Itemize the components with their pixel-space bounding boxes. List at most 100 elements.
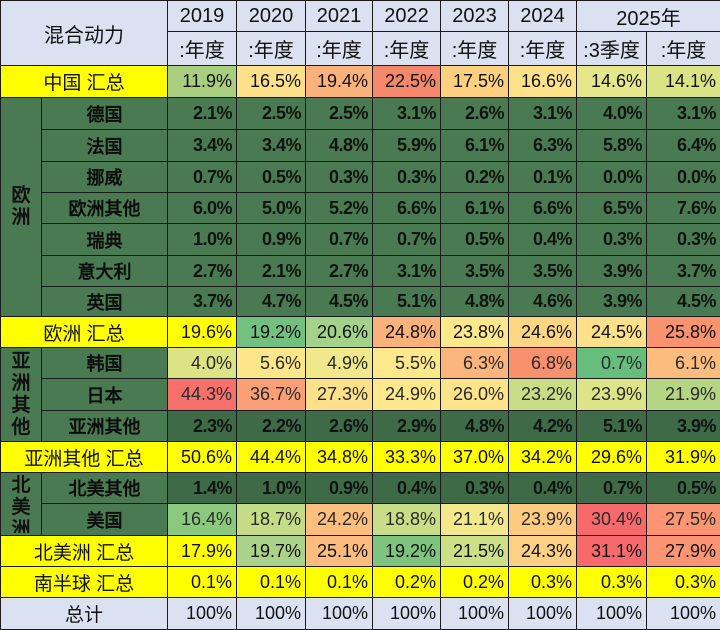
table-title: 混合动力 xyxy=(1,1,168,66)
value-cell: 24.3% xyxy=(509,536,577,567)
value-cell: 44.3% xyxy=(168,379,237,411)
value-cell: 14.6% xyxy=(577,66,647,98)
value-cell: 16.4% xyxy=(168,504,237,536)
country-label: 意大利 xyxy=(42,256,168,287)
year-header: 2023 xyxy=(441,1,509,32)
value-cell: 19.7% xyxy=(237,536,306,567)
value-cell: 2.9% xyxy=(373,411,441,442)
value-cell: 3.1% xyxy=(373,256,441,287)
region-label: 亚洲其他 xyxy=(1,348,42,442)
value-cell: 18.7% xyxy=(237,504,306,536)
year-header: 2025年 xyxy=(577,1,720,32)
value-cell: 7.6% xyxy=(647,193,720,224)
value-cell: 0.7% xyxy=(373,224,441,256)
value-cell: 4.6% xyxy=(509,287,577,317)
period-header: :年度 xyxy=(168,32,237,66)
value-cell: 3.1% xyxy=(647,98,720,130)
value-cell: 19.4% xyxy=(306,66,373,98)
period-header: :年度 xyxy=(441,32,509,66)
value-cell: 2.1% xyxy=(237,256,306,287)
row-label: 南半球 汇总 xyxy=(1,567,168,598)
value-cell: 2.6% xyxy=(306,411,373,442)
value-cell: 23.9% xyxy=(577,379,647,411)
value-cell: 27.9% xyxy=(647,536,720,567)
value-cell: 0.4% xyxy=(509,224,577,256)
value-cell: 23.8% xyxy=(441,317,509,348)
value-cell: 5.2% xyxy=(306,193,373,224)
value-cell: 6.3% xyxy=(441,348,509,379)
value-cell: 6.1% xyxy=(647,348,720,379)
period-header: :年度 xyxy=(237,32,306,66)
value-cell: 2.5% xyxy=(306,98,373,130)
value-cell: 21.5% xyxy=(441,536,509,567)
value-cell: 18.8% xyxy=(373,504,441,536)
value-cell: 2.1% xyxy=(168,98,237,130)
value-cell: 24.8% xyxy=(373,317,441,348)
row-label: 欧洲 汇总 xyxy=(1,317,168,348)
value-cell: 0.3% xyxy=(577,567,647,598)
region-label: 欧洲 xyxy=(1,98,42,317)
value-cell: 29.6% xyxy=(577,442,647,473)
value-cell: 11.9% xyxy=(168,66,237,98)
value-cell: 0.3% xyxy=(373,162,441,193)
value-cell: 27.5% xyxy=(647,504,720,536)
value-cell: 4.8% xyxy=(306,130,373,162)
value-cell: 4.5% xyxy=(647,287,720,317)
value-cell: 26.0% xyxy=(441,379,509,411)
value-cell: 100% xyxy=(441,598,509,630)
value-cell: 36.7% xyxy=(237,379,306,411)
value-cell: 100% xyxy=(373,598,441,630)
value-cell: 34.2% xyxy=(509,442,577,473)
value-cell: 3.4% xyxy=(237,130,306,162)
country-label: 挪威 xyxy=(42,162,168,193)
value-cell: 23.9% xyxy=(509,504,577,536)
value-cell: 3.5% xyxy=(441,256,509,287)
value-cell: 4.5% xyxy=(306,287,373,317)
value-cell: 100% xyxy=(647,598,720,630)
value-cell: 14.1% xyxy=(647,66,720,98)
value-cell: 0.7% xyxy=(577,473,647,504)
value-cell: 3.1% xyxy=(509,98,577,130)
value-cell: 24.6% xyxy=(509,317,577,348)
value-cell: 5.5% xyxy=(373,348,441,379)
value-cell: 6.6% xyxy=(373,193,441,224)
value-cell: 0.3% xyxy=(509,567,577,598)
country-label: 北美其他 xyxy=(42,473,168,504)
value-cell: 19.2% xyxy=(237,317,306,348)
value-cell: 0.9% xyxy=(237,224,306,256)
period-header: :年度 xyxy=(509,32,577,66)
value-cell: 37.0% xyxy=(441,442,509,473)
country-label: 瑞典 xyxy=(42,224,168,256)
value-cell: 1.4% xyxy=(168,473,237,504)
value-cell: 5.1% xyxy=(373,287,441,317)
value-cell: 2.6% xyxy=(441,98,509,130)
value-cell: 0.1% xyxy=(509,162,577,193)
value-cell: 31.9% xyxy=(647,442,720,473)
value-cell: 5.8% xyxy=(577,130,647,162)
value-cell: 24.2% xyxy=(306,504,373,536)
value-cell: 2.2% xyxy=(237,411,306,442)
year-header: 2020 xyxy=(237,1,306,32)
value-cell: 0.7% xyxy=(577,348,647,379)
value-cell: 0.7% xyxy=(168,162,237,193)
value-cell: 6.5% xyxy=(577,193,647,224)
value-cell: 19.6% xyxy=(168,317,237,348)
value-cell: 21.1% xyxy=(441,504,509,536)
value-cell: 22.5% xyxy=(373,66,441,98)
value-cell: 17.5% xyxy=(441,66,509,98)
value-cell: 44.4% xyxy=(237,442,306,473)
value-cell: 0.3% xyxy=(306,162,373,193)
value-cell: 6.6% xyxy=(509,193,577,224)
region-label-text: 亚洲其他 xyxy=(11,351,31,439)
country-label: 日本 xyxy=(42,379,168,411)
value-cell: 16.6% xyxy=(509,66,577,98)
value-cell: 100% xyxy=(168,598,237,630)
country-label: 德国 xyxy=(42,98,168,130)
